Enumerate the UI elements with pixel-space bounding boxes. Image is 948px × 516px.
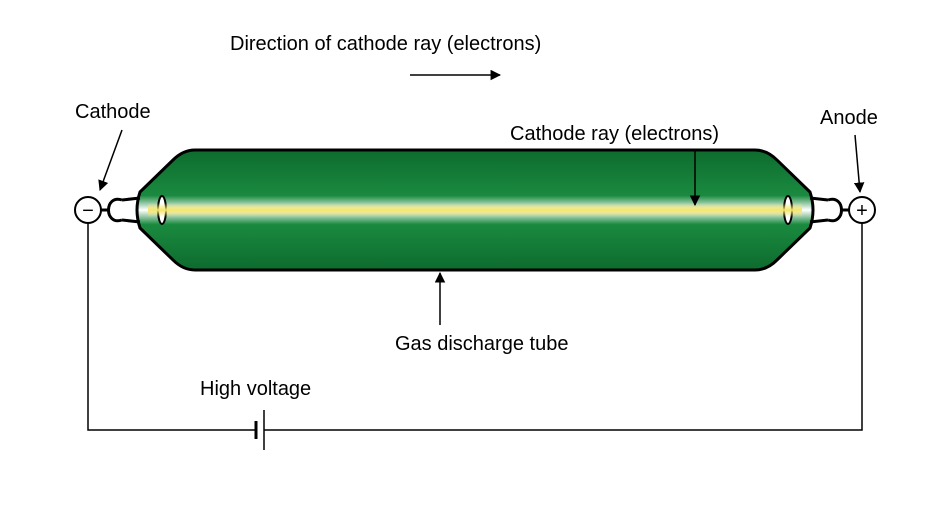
anode-plus-icon: +	[856, 200, 868, 222]
anode-electrode: +	[849, 197, 875, 223]
cathode-label: Cathode	[75, 101, 151, 123]
cathode-ray-label: Cathode ray (electrons)	[510, 123, 719, 145]
tube-label: Gas discharge tube	[395, 333, 568, 355]
gas-discharge-tube	[101, 150, 849, 270]
high-voltage-label: High voltage	[200, 378, 311, 400]
anode-label: Anode	[820, 107, 878, 129]
cathode-ray-beam	[148, 203, 802, 217]
cathode-electrode: −	[75, 197, 101, 223]
direction-label: Direction of cathode ray (electrons)	[230, 33, 541, 55]
cathode-minus-icon: −	[82, 200, 94, 222]
cathode-ray-tube-diagram: − + Direction of cathode ray (electrons)…	[0, 0, 948, 516]
